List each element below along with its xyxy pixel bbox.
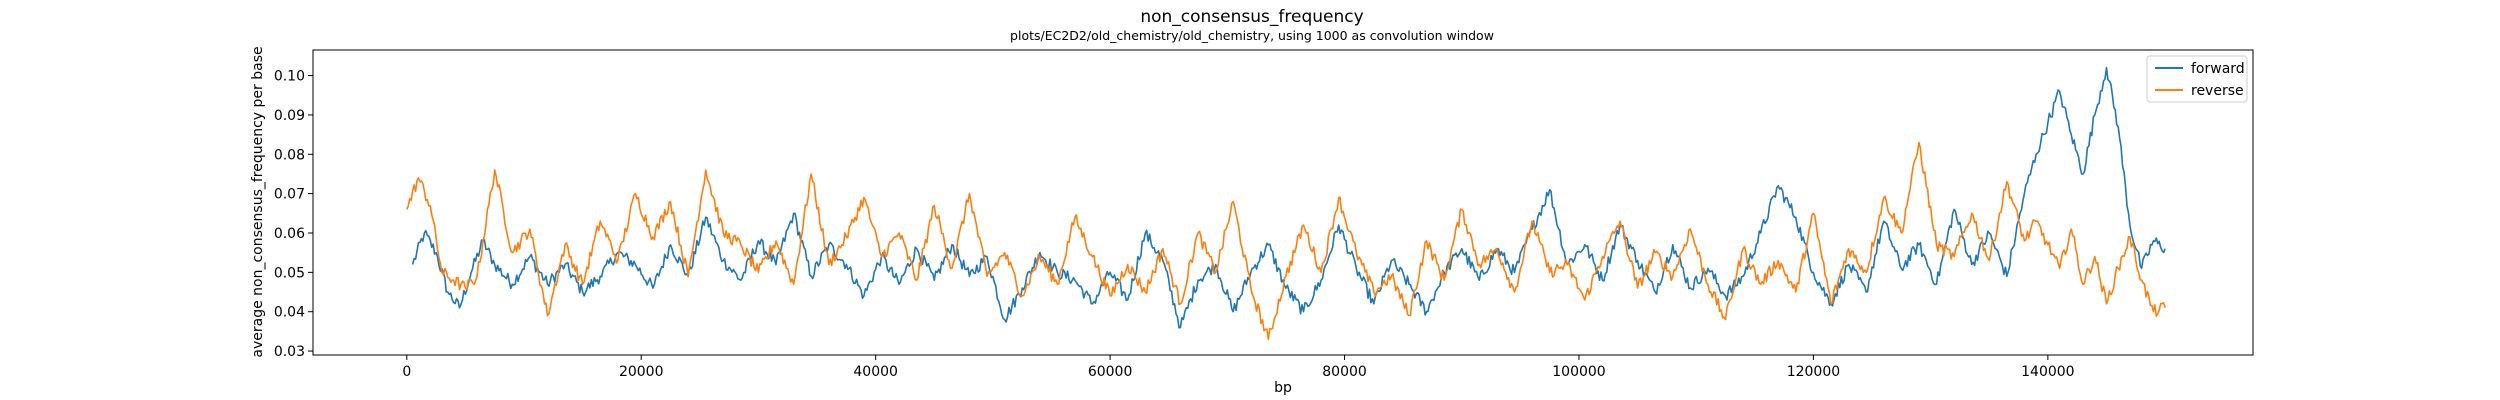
y-tick-label: 0.06: [274, 226, 305, 242]
series-layer: [406, 66, 2166, 341]
series-line-reverse: [406, 141, 2166, 341]
x-tick-label: 80000: [1322, 364, 1367, 380]
x-tick-label: 140000: [2021, 364, 2074, 380]
x-axis-label: bp: [1274, 380, 1292, 396]
chart-title: non_consensus_frequency: [1140, 7, 1363, 27]
y-tick-label: 0.04: [274, 305, 305, 321]
x-tick-label: 100000: [1552, 364, 1605, 380]
plot-frame: [312, 49, 2254, 356]
x-tick-label: 40000: [853, 364, 898, 380]
plot-area: [312, 49, 2254, 356]
legend-label-reverse: reverse: [2191, 83, 2244, 99]
x-tick-label: 60000: [1088, 364, 1133, 380]
y-tick-label: 0.05: [274, 265, 305, 281]
x-tick-label: 120000: [1787, 364, 1840, 380]
y-tick-label: 0.10: [274, 69, 305, 85]
x-tick-label: 0: [402, 364, 411, 380]
x-tick-label: 20000: [619, 364, 664, 380]
y-axis-label: average non_consensus_frequency per base: [250, 46, 266, 357]
y-tick-label: 0.08: [274, 147, 305, 163]
y-tick-label: 0.07: [274, 187, 305, 203]
legend: forward reverse: [2146, 55, 2248, 103]
y-tick-label: 0.03: [274, 344, 305, 360]
y-tick-label: 0.09: [274, 108, 305, 124]
series-line-forward: [411, 66, 2166, 329]
chart-subtitle: plots/EC2D2/old_chemistry/old_chemistry,…: [1010, 28, 1494, 43]
x-axis: 0 20000 40000 60000 80000 100000 120000 140000: [402, 355, 2075, 380]
y-axis: 0.03 0.04 0.05 0.06 0.07 0.08 0.09 0.10: [274, 69, 313, 360]
legend-label-forward: forward: [2191, 61, 2245, 77]
